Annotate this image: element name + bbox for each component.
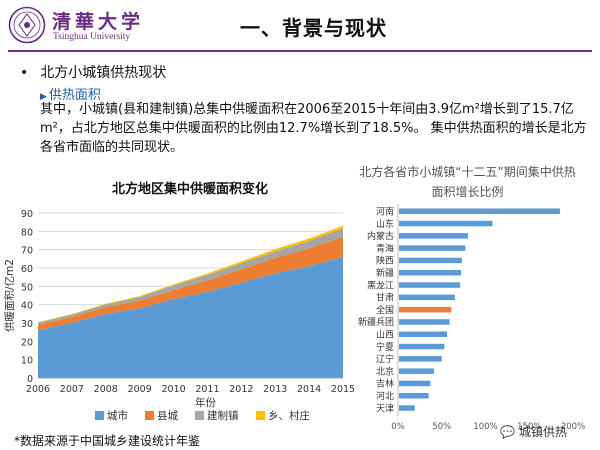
y-tick-label: 50 [21, 282, 33, 293]
bar-15 [399, 393, 429, 399]
bar-2 [399, 233, 468, 239]
bar-14 [399, 380, 431, 387]
legend-label-0: 城市 [107, 409, 128, 422]
x-tick-label: 2015 [331, 384, 355, 395]
x-tick-label: 0% [391, 422, 405, 430]
category-label-15: 河北 [376, 390, 394, 402]
x-tick-label: 2009 [128, 384, 152, 395]
category-label-2: 内蒙古 [367, 230, 394, 242]
bar-16 [399, 405, 415, 411]
y-tick-label: 60 [21, 264, 33, 275]
bar-chart-title: 北方各省市小城镇“十二五”期间集中供热面积增长比例 [359, 165, 576, 199]
x-tick-label: 2014 [297, 384, 321, 395]
wechat-icon: 💬 [500, 425, 515, 439]
area-chart-title: 北方地区集中供暖面积变化 [111, 182, 268, 197]
bar-6 [399, 282, 461, 288]
category-label-14: 吉林 [376, 378, 394, 390]
category-label-12: 辽宁 [376, 353, 394, 365]
category-label-11: 宁夏 [376, 341, 394, 353]
bar-5 [399, 270, 461, 276]
slide-title: 一、背景与现状 [240, 16, 387, 40]
bar-7 [399, 294, 455, 301]
category-label-13: 北京 [376, 365, 394, 377]
slide-header: 清華大学 Tsinghua University 一、背景与现状 [0, 0, 600, 52]
heating-area-stacked-chart: 0 10 20 30 40 50 60 70 80 90 2006 2007 2008 2009 2010 2… [3, 209, 355, 422]
tsinghua-seal-icon [8, 6, 46, 44]
category-label-1: 山东 [376, 218, 394, 230]
legend-label-1: 县城 [157, 410, 178, 422]
category-label-4: 陕西 [376, 255, 394, 267]
y-tick-label: 30 [21, 319, 33, 330]
category-label-0: 河南 [376, 206, 394, 218]
bar-10 [399, 331, 447, 337]
triangle-right-icon: ▶ [40, 92, 47, 102]
x-tick-label: 150% [517, 422, 541, 430]
category-label-8: 全国 [376, 304, 394, 316]
y-axis-title: 供暖面积/亿m2 [3, 259, 16, 332]
header-divider [8, 50, 592, 52]
y-tick-label: 20 [21, 337, 33, 348]
bullet-dot-icon: • [20, 65, 29, 81]
category-label-10: 山西 [376, 330, 394, 341]
y-tick-label: 40 [21, 301, 33, 312]
area-series-1 [38, 236, 343, 331]
bar-8 [399, 306, 452, 313]
legend-swatch-3 [256, 411, 265, 420]
logo-chinese-name: 清華大学 [52, 11, 145, 33]
section-paragraph: 其中，小城镇(县和建制镇)总集中供暖面积在2006至2015十年间由3.9亿m²… [40, 102, 587, 155]
x-tick-label: 2013 [263, 384, 287, 395]
x-tick-label: 50% [432, 422, 451, 430]
bar-11 [399, 343, 445, 350]
section-bullet: • 北方小城镇供热现状 [20, 62, 166, 82]
bar-3 [399, 245, 466, 251]
bar-12 [399, 356, 442, 362]
legend-swatch-1 [145, 411, 154, 420]
bullet-text: 北方小城镇供热现状 [40, 65, 167, 81]
legend-swatch-2 [195, 411, 204, 420]
y-tick-label: 80 [21, 227, 33, 238]
data-source-note: *数据来源于中国城乡建设统计年鉴 [14, 434, 201, 448]
y-tick-label: 0 [27, 374, 33, 385]
tsinghua-logo: 清華大学 Tsinghua University [8, 6, 158, 46]
category-label-6: 黑龙江 [367, 279, 394, 291]
x-tick-label: 2010 [161, 384, 185, 395]
bar-9 [399, 319, 450, 325]
x-tick-label: 2011 [195, 384, 219, 395]
x-tick-label: 100% [473, 422, 497, 430]
legend-swatch-0 [95, 411, 104, 420]
category-label-16: 天津 [376, 403, 394, 414]
area-series-0 [38, 257, 343, 378]
bar-0 [399, 208, 560, 214]
wechat-watermark: 💬 城镇供热 [500, 423, 567, 440]
logo-english-name: Tsinghua University [53, 32, 131, 42]
watermark-text: 城镇供热 [518, 425, 567, 439]
x-tick-label: 2007 [60, 384, 84, 395]
x-tick-label: 2008 [94, 384, 118, 395]
bar-4 [399, 257, 462, 264]
x-tick-label: 2012 [229, 384, 253, 395]
x-tick-label: 200% [561, 422, 585, 430]
x-tick-label: 2006 [26, 384, 50, 395]
category-label-7: 甘肃 [376, 292, 394, 304]
y-tick-label: 70 [21, 246, 33, 257]
y-tick-label: 10 [21, 356, 33, 367]
legend-label-2: 建制镇 [207, 409, 239, 422]
category-label-5: 新疆 [376, 267, 394, 279]
y-tick-label: 90 [21, 209, 33, 220]
bar-1 [399, 220, 493, 227]
category-label-9: 新疆兵团 [358, 316, 394, 328]
legend-label-3: 乡、村庄 [268, 409, 310, 422]
x-axis-title: 年份 [195, 396, 216, 409]
subhead-text: 供热面积 [48, 88, 101, 103]
section-subhead: ▶ 供热面积 [40, 84, 101, 103]
bar-13 [399, 368, 434, 374]
category-label-3: 青海 [376, 242, 394, 254]
